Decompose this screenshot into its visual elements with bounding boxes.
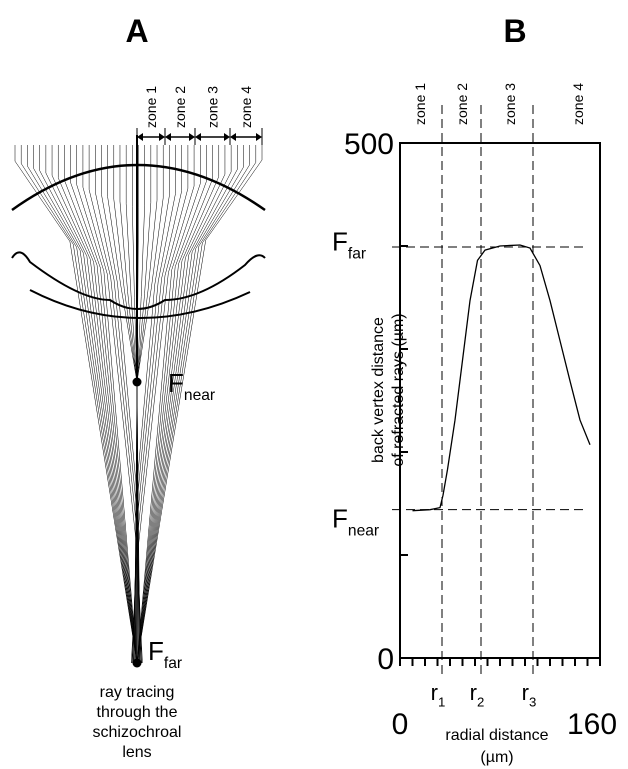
ray bbox=[95, 145, 141, 663]
panel-label: A bbox=[125, 13, 148, 49]
zone-label: zone 1 bbox=[143, 86, 159, 128]
zone-label: zone 4 bbox=[570, 83, 586, 125]
panel-label: B bbox=[503, 13, 526, 49]
ray bbox=[15, 145, 137, 663]
figure: A B zone 1zone 2zone 3zone 4FnearFfarray… bbox=[0, 0, 628, 769]
ray bbox=[21, 145, 137, 663]
near-focus-label: Fnear bbox=[168, 368, 215, 404]
data-line bbox=[413, 245, 591, 511]
level-label: Ffar bbox=[332, 227, 366, 263]
focal-point bbox=[133, 659, 142, 668]
chart: 0 500 0 160 radial distance (µm) back vertex d… bbox=[332, 83, 617, 766]
ray bbox=[83, 145, 142, 663]
plot-frame bbox=[400, 143, 600, 658]
x-tick-label: 160 bbox=[567, 708, 617, 741]
lens-interface bbox=[12, 252, 265, 309]
y-tick-label: 500 bbox=[344, 128, 394, 161]
ray bbox=[52, 145, 137, 663]
label-main: F bbox=[148, 636, 164, 666]
y-axis-label: back vertex distance bbox=[370, 317, 387, 463]
y-tick-label: 0 bbox=[377, 643, 394, 676]
ray bbox=[131, 145, 194, 663]
label-sub: 2 bbox=[477, 695, 484, 710]
label-sub: far bbox=[164, 655, 182, 672]
label-main: F bbox=[168, 368, 184, 398]
ray bbox=[137, 145, 243, 663]
ray bbox=[133, 145, 175, 663]
boundary-label: r3 bbox=[522, 680, 537, 710]
zone-label: zone 2 bbox=[454, 83, 470, 125]
label-sub: near bbox=[348, 522, 379, 539]
label-sub: near bbox=[184, 387, 215, 404]
focal-point bbox=[133, 378, 142, 387]
ray bbox=[137, 145, 231, 663]
far-focus-label: Ffar bbox=[148, 636, 182, 672]
label-sub: far bbox=[348, 245, 366, 262]
caption: lens bbox=[122, 744, 151, 761]
ray bbox=[27, 145, 137, 663]
caption: schizochroal bbox=[93, 724, 182, 741]
ray bbox=[89, 145, 142, 663]
x-axis-label: radial distance bbox=[445, 727, 548, 744]
label-main: r bbox=[522, 680, 529, 705]
zone-label: zone 3 bbox=[205, 86, 221, 128]
boundary-label: r2 bbox=[470, 680, 485, 710]
level-label: Fnear bbox=[332, 504, 379, 540]
caption: ray tracing bbox=[100, 684, 175, 701]
caption: through the bbox=[97, 704, 178, 721]
x-axis-label: (µm) bbox=[480, 749, 513, 766]
label-sub: 3 bbox=[529, 695, 536, 710]
zone-label: zone 3 bbox=[502, 83, 518, 125]
zone-label: zone 4 bbox=[238, 86, 254, 128]
y-axis-label: of refracted rays (µm) bbox=[390, 313, 407, 466]
label-main: r bbox=[470, 680, 477, 705]
label-sub: 1 bbox=[438, 695, 445, 710]
zone-label: zone 1 bbox=[412, 83, 428, 125]
ray bbox=[137, 145, 262, 663]
lens-interface bbox=[30, 290, 250, 318]
label-main: r bbox=[431, 680, 438, 705]
ray bbox=[101, 145, 140, 663]
ray bbox=[40, 145, 137, 663]
x-tick-label: 0 bbox=[392, 708, 409, 741]
ray bbox=[133, 145, 182, 663]
zone-label: zone 2 bbox=[172, 86, 188, 128]
label-main: F bbox=[332, 504, 348, 534]
boundary-label: r1 bbox=[431, 680, 446, 710]
ray bbox=[137, 145, 225, 663]
label-main: F bbox=[332, 227, 348, 257]
